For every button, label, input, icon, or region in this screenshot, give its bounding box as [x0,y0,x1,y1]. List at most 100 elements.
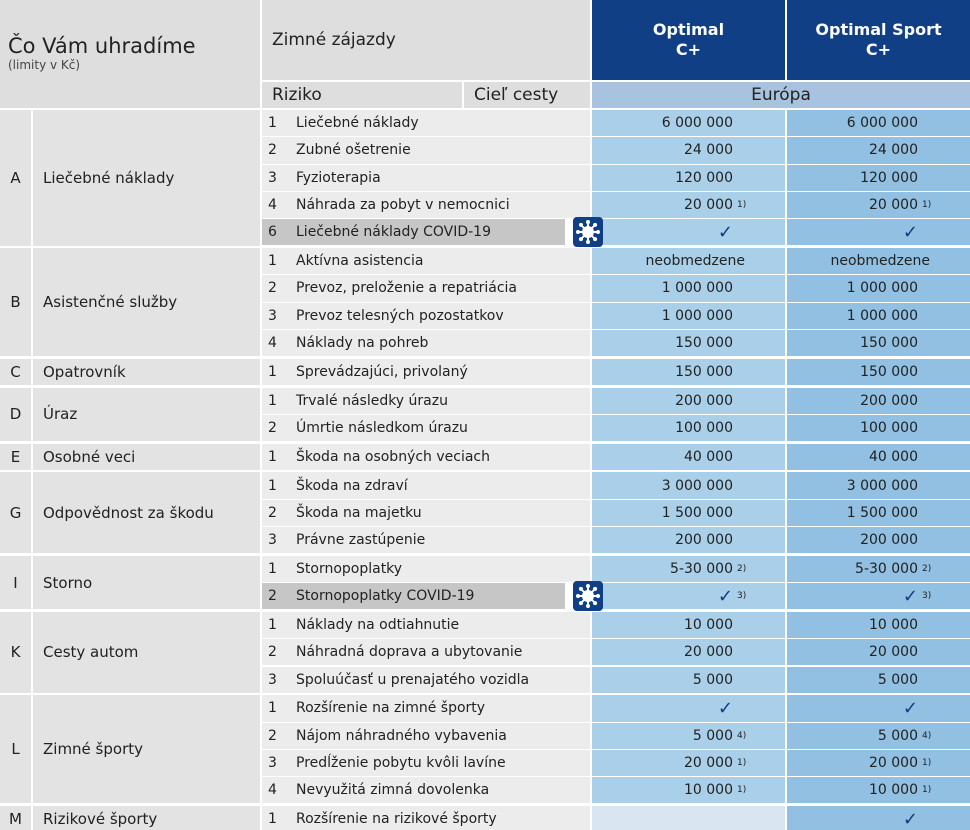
covid-icon [573,581,603,612]
risk: Úmrtie následkom úrazu [288,414,590,442]
risk: Stornopoplatky COVID-19 [288,583,565,610]
value-cell: 100 000 [592,414,785,442]
value: ✓ [717,697,733,719]
group-name: Opatrovník [33,358,260,385]
value-cell: 200 000 [592,387,785,414]
value-cell: 40 000 [592,443,785,470]
value-cell: 200 000 [787,387,970,414]
value: 1 000 000 [846,280,918,297]
row-number: 1 [262,806,288,830]
value-cell: 1 000 000 [787,275,970,302]
value-cell: 120 000 [592,164,785,191]
value: 1 000 000 [661,307,733,324]
footnote: 1) [737,200,747,211]
value-cell: 5 000 [592,666,785,693]
region-header: Európa [592,82,970,108]
plan-tier: C+ [675,40,702,59]
value-cell: ✓ [787,219,970,246]
risk: Sprevádzajúci, privolaný [288,358,590,385]
value-cell: 1 500 000 [787,499,970,526]
value-cell: 20 000 [787,639,970,666]
value: 5-30 000 [855,560,918,577]
row-number: 2 [262,414,288,442]
trip: Zimné zájazdy [262,0,590,80]
plan-header: Optimal C+ [592,0,785,80]
risk: Trvalé následky úrazu [288,387,590,414]
group-letter: C [0,358,31,385]
value: 150 000 [860,363,918,380]
group-letter: G [0,472,31,554]
risk: Právne zastúpenie [288,527,590,554]
risk: Stornopoplatky [288,555,590,583]
value: 3 000 000 [661,477,733,494]
row-number: 4 [262,191,288,219]
value-cell: 24 000 [592,137,785,164]
value: 24 000 [869,142,918,159]
row-number: 2 [262,583,288,610]
row-number: 4 [262,777,288,804]
group-name: Osobné veci [33,443,260,470]
covid-icon [573,217,603,248]
value-cell: 100 000 [787,414,970,442]
value-cell: 150 000 [592,358,785,385]
value-cell: neobmedzene [592,248,785,275]
destination-header: Cieľ cesty [464,82,590,108]
value: 120 000 [675,169,733,186]
risk: Fyzioterapia [288,164,590,191]
footnote: 4) [922,730,932,741]
value-cell: 6 000 000 [787,110,970,137]
value-cell: 40 000 [787,443,970,470]
value: 10 000 [684,782,733,799]
value: 150 000 [675,335,733,352]
risk: Náhradná doprava a ubytovanie [288,639,590,666]
risk: Nájom náhradného vybavenia [288,722,590,749]
risk: Nevyužitá zimná dovolenka [288,777,590,804]
group-letter: A [0,110,31,246]
group-letter: I [0,555,31,610]
value: 100 000 [860,419,918,436]
header-cell: Čo Vám uhradíme (limity v Kč) [0,0,260,108]
row-number: 1 [262,443,288,470]
value: ✓ [902,808,918,830]
group-letter: M [0,806,31,830]
value: 1 500 000 [846,504,918,521]
value: 200 000 [675,532,733,549]
value-cell: 20 000 1) [787,749,970,777]
value-cell: ✓ 3) [592,583,785,610]
value: 6 000 000 [661,115,733,132]
value: neobmedzene [830,253,930,270]
value: 200 000 [860,532,918,549]
value: 6 000 000 [846,115,918,132]
value: ✓ [902,585,918,607]
value-cell: 5-30 000 2) [787,555,970,583]
value-cell: 5-30 000 2) [592,555,785,583]
value: 20 000 [684,197,733,214]
value-cell: ✓ 3) [787,583,970,610]
group-name: Liečebné náklady [33,110,260,246]
value-cell: 200 000 [592,527,785,554]
value: 5 000 [877,727,918,744]
row-number: 3 [262,749,288,777]
risk: Rozšírenie na rizikové športy [288,806,590,830]
value: ✓ [902,697,918,719]
risk: Predĺženie pobytu kvôli lavíne [288,749,590,777]
value-cell: 3 000 000 [787,472,970,499]
value-cell: 10 000 [787,611,970,639]
row-number: 1 [262,387,288,414]
value-cell: ✓ [592,695,785,722]
value-cell: 10 000 [592,611,785,639]
group-letter: D [0,387,31,442]
value-cell: 5 000 4) [592,722,785,749]
value-cell: 3 000 000 [592,472,785,499]
value: 1 000 000 [661,280,733,297]
value: 5 000 [877,671,918,688]
value: 40 000 [869,448,918,465]
row-number: 3 [262,302,288,329]
value-cell: 1 000 000 [592,275,785,302]
row-number: 6 [262,219,288,246]
row-number: 1 [262,110,288,137]
row-number: 3 [262,164,288,191]
value-cell: 200 000 [787,527,970,554]
value: 3 000 000 [846,477,918,494]
